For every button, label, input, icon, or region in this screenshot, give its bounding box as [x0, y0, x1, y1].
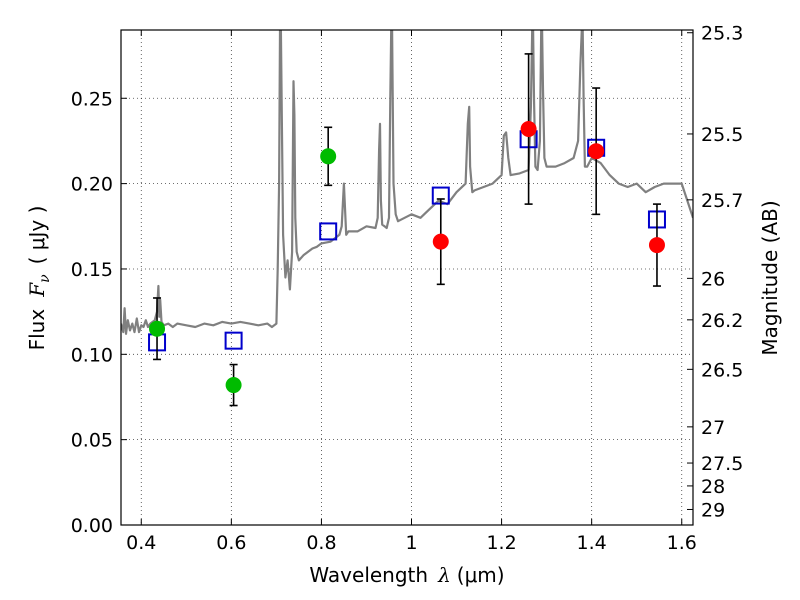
- mag-tick-label: 28: [701, 476, 725, 498]
- x-tick-label: 1: [405, 532, 417, 554]
- red-data-point: [648, 237, 665, 254]
- mag-tick-label: 26.2: [701, 310, 743, 332]
- red-data-point: [588, 143, 605, 160]
- plot-frame: [120, 29, 694, 526]
- y-axis-label: FluxFν( μJy ): [25, 206, 53, 351]
- spectrum-line: [121, 30, 693, 335]
- mag-tick-label: 26: [701, 268, 725, 290]
- photometry-layer: [148, 53, 666, 407]
- y-tick-label: 0.10: [71, 344, 113, 366]
- x-tick-label: 1.2: [486, 532, 516, 554]
- mag-tick-label: 27: [701, 417, 725, 439]
- model-square-marker: [319, 222, 338, 241]
- model-square-marker: [224, 331, 243, 350]
- spectrum-layer: [121, 30, 693, 335]
- x-tick-label: 1.6: [667, 532, 697, 554]
- y-tick-label: 0.00: [71, 515, 113, 537]
- green-data-point: [149, 320, 166, 337]
- mag-tick-label: 25.5: [701, 124, 743, 146]
- mag-tick-label: 29: [701, 499, 725, 521]
- mag-tick-label: 25.3: [701, 23, 743, 45]
- x-tick-label: 0.6: [216, 532, 246, 554]
- mag-tick-label: 27.5: [701, 453, 743, 475]
- y-tick-label: 0.20: [71, 174, 113, 196]
- x-tick-label: 0.8: [306, 532, 336, 554]
- axes: 0.4 0.6 0.8 1 1.2 1.4 1.6 0.00 0.05 0.10 0.15 0.20 0…: [71, 23, 744, 554]
- green-data-point: [320, 148, 337, 165]
- green-data-point: [225, 377, 242, 394]
- y-tick-label: 0.25: [71, 88, 113, 110]
- grid: [121, 30, 693, 526]
- red-data-point: [520, 121, 537, 137]
- x-tick-label: 0.4: [126, 532, 156, 554]
- x-tick-label: 1.4: [577, 532, 607, 554]
- y-tick-label: 0.15: [71, 259, 113, 281]
- red-data-point: [432, 233, 449, 250]
- mag-tick-label: 26.5: [701, 359, 743, 381]
- right-axis-label: Magnitude (AB): [758, 200, 782, 355]
- mag-tick-label: 25.7: [701, 190, 743, 212]
- x-axis-label: Wavelength λ (μm): [309, 563, 504, 587]
- y-tick-label: 0.05: [71, 430, 113, 452]
